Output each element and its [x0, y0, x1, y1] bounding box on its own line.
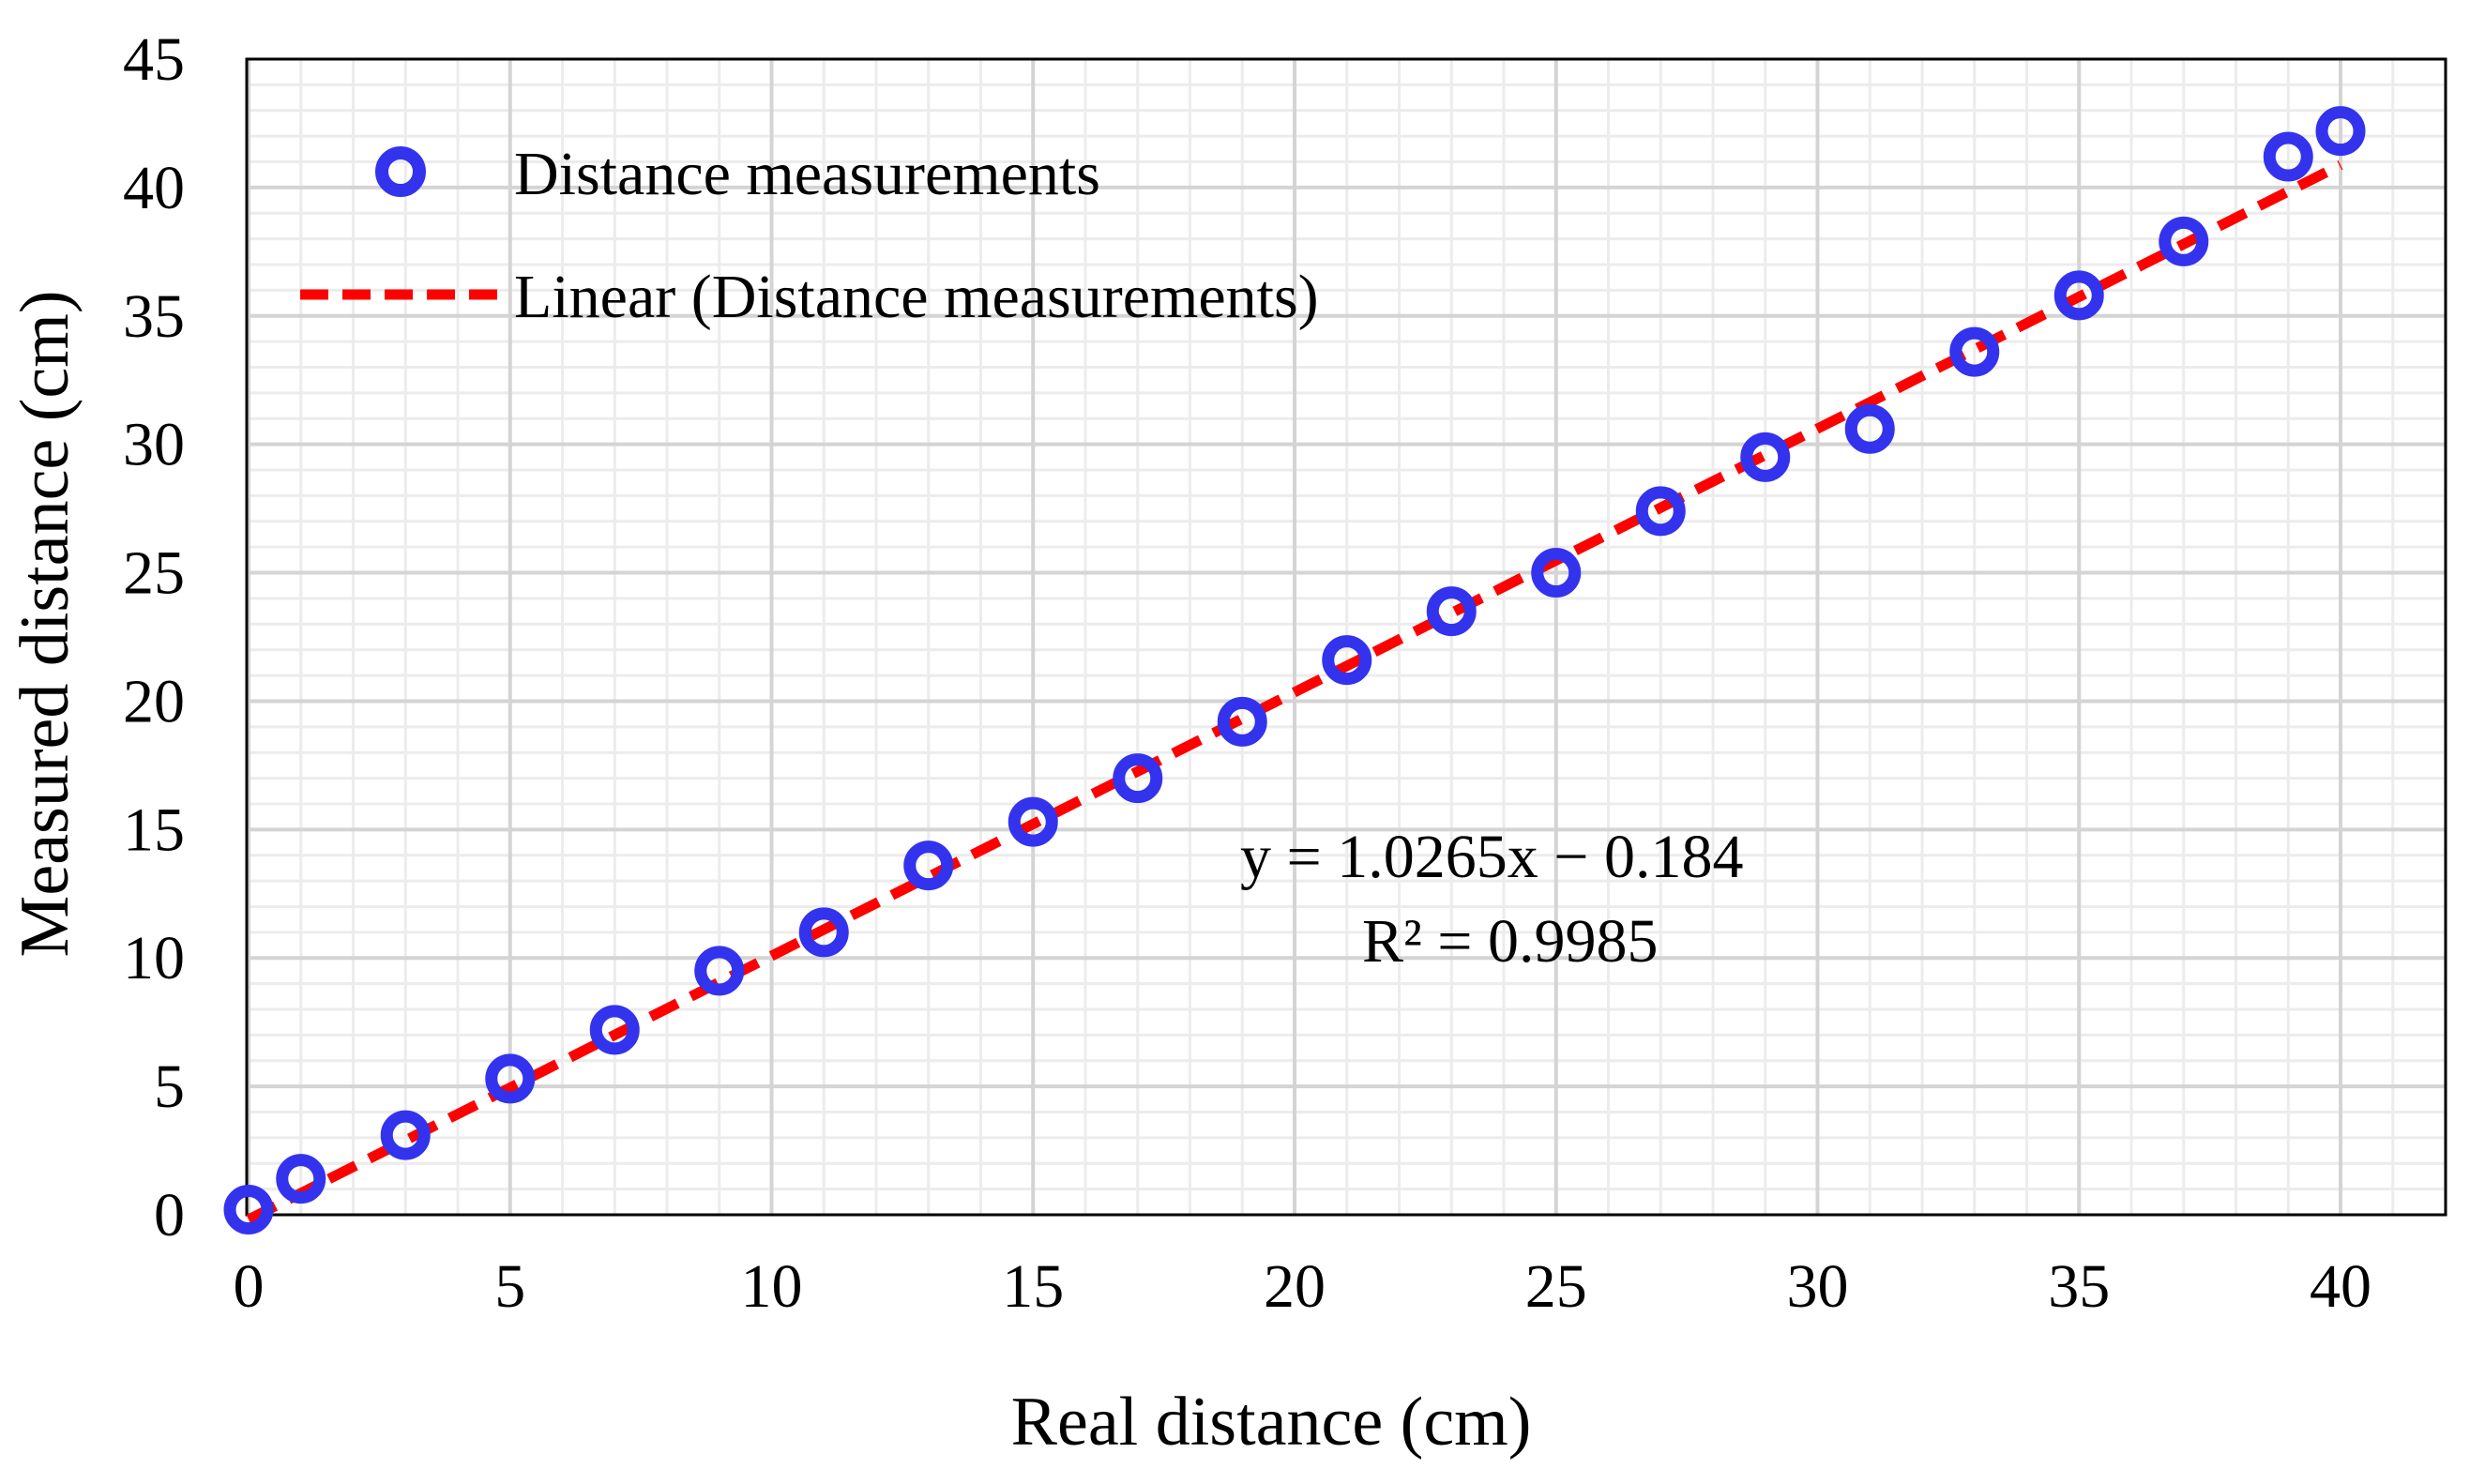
data-point	[1322, 635, 1372, 686]
legend-marker-distance-measurements	[375, 146, 426, 197]
x-tick-label: 25	[1525, 1252, 1587, 1321]
x-axis-tick-labels: 0 5 10 15 20 25 30 35 40	[234, 1252, 2372, 1321]
y-tick-label: 20	[123, 667, 185, 735]
data-point	[1008, 796, 1058, 847]
y-tick-label: 35	[123, 282, 185, 351]
x-tick-label: 15	[1002, 1252, 1064, 1321]
data-points	[223, 106, 2366, 1235]
x-tick-label: 40	[2310, 1252, 2372, 1321]
y-tick-label: 30	[123, 411, 185, 479]
data-point	[1635, 486, 1686, 537]
data-point	[2159, 216, 2209, 266]
data-point	[694, 946, 745, 996]
data-point	[2263, 131, 2313, 182]
data-point	[589, 1005, 640, 1055]
y-axis-tick-labels: 0 5 10 15 20 25 30 35 40 45	[123, 25, 185, 1249]
y-tick-label: 40	[123, 154, 185, 222]
data-point	[798, 907, 849, 958]
x-axis-title: Real distance (cm)	[1011, 1384, 1532, 1461]
x-tick-label: 0	[234, 1252, 265, 1321]
data-point	[1113, 753, 1163, 804]
legend-label-distance-measurements: Distance measurements	[514, 140, 1100, 208]
data-point	[1217, 696, 1267, 747]
legend-label-trendline: Linear (Distance measurements)	[514, 263, 1319, 331]
y-tick-label: 25	[123, 539, 185, 608]
x-tick-label: 5	[494, 1252, 525, 1321]
y-axis-title: Measured distance (cm)	[7, 291, 83, 958]
data-point	[485, 1053, 536, 1104]
y-tick-label: 45	[123, 25, 185, 94]
data-point	[2053, 270, 2104, 321]
data-point	[1844, 403, 1895, 454]
data-point	[2315, 106, 2366, 157]
trendline-equation: y = 1.0265x − 0.184	[1240, 823, 1743, 891]
data-point	[276, 1154, 326, 1204]
x-tick-label: 30	[1787, 1252, 1849, 1321]
y-tick-label: 10	[123, 924, 185, 992]
data-point	[1949, 326, 2000, 377]
x-tick-label: 35	[2048, 1252, 2110, 1321]
x-tick-label: 20	[1264, 1252, 1326, 1321]
plot-area-frame	[245, 57, 2447, 1217]
legend: Distance measurements Linear (Distance m…	[300, 140, 1319, 331]
trendline-r-squared: R² = 0.9985	[1362, 907, 1659, 976]
y-tick-label: 15	[123, 795, 185, 864]
y-tick-label: 0	[154, 1181, 185, 1249]
data-point	[903, 840, 954, 891]
y-tick-label: 5	[154, 1052, 185, 1121]
data-point	[1426, 586, 1477, 637]
data-point	[1740, 432, 1791, 482]
x-tick-label: 10	[741, 1252, 803, 1321]
data-point	[380, 1110, 431, 1160]
data-point	[223, 1185, 274, 1235]
data-point	[1531, 548, 1582, 598]
